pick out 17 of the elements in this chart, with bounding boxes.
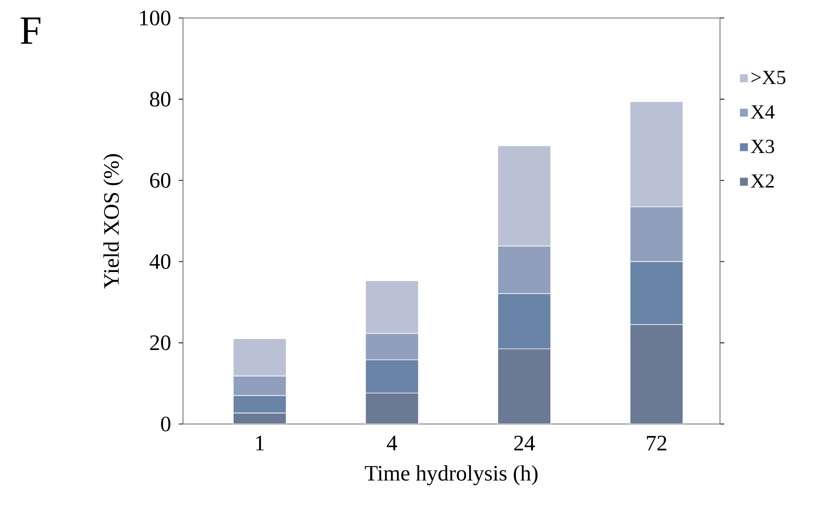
y-tick-label: 20 xyxy=(150,335,170,350)
x-tick-label: 4 xyxy=(386,436,398,450)
legend-label: >X5 xyxy=(751,70,786,84)
y-tick-label: 40 xyxy=(150,254,170,270)
x-tick-label: 1 xyxy=(256,436,264,450)
text: F xyxy=(20,18,40,44)
y-tick-label: 100 xyxy=(140,10,170,26)
legend-label: X4 xyxy=(750,105,775,118)
y-axis-title: Yield XOS (%) xyxy=(103,154,124,289)
x-tick-label: 72 xyxy=(646,436,666,450)
x-axis-title: Time hydrolysis (h) xyxy=(364,465,538,486)
y-tick-label: 80 xyxy=(150,92,170,107)
legend-label: X3 xyxy=(750,140,774,154)
y-tick-label: 60 xyxy=(150,172,170,188)
y-tick-label: 0 xyxy=(161,416,170,432)
legend-label: X2 xyxy=(750,174,774,188)
x-tick-label: 24 xyxy=(514,436,535,450)
